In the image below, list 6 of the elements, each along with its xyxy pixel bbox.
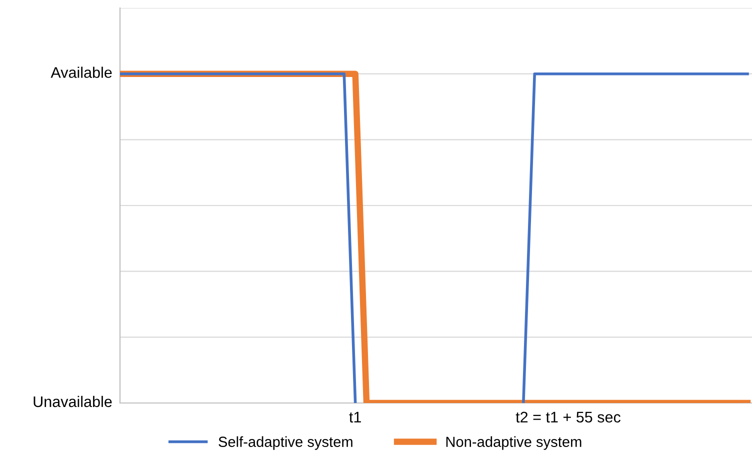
legend-label: Self-adaptive system bbox=[218, 436, 352, 450]
text: Unavailable bbox=[34, 396, 112, 408]
x-tick-label: t2 = t1 + 55 sec bbox=[516, 412, 620, 423]
x-tick-label: t1 bbox=[349, 412, 361, 423]
text: Available bbox=[50, 66, 112, 78]
legend-label: Non-adaptive system bbox=[446, 436, 582, 450]
